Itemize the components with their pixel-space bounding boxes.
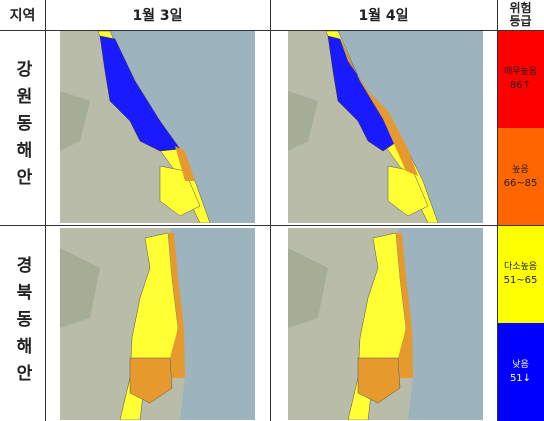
risk-range: 51↓: [509, 373, 532, 385]
divider: [497, 0, 498, 421]
map: [60, 31, 255, 223]
divider: [0, 225, 544, 226]
map: [288, 31, 483, 223]
header-region: 지역: [9, 8, 36, 24]
divider: [45, 0, 46, 421]
risk-level: 높음 66~85: [497, 127, 544, 226]
divider: [0, 30, 544, 31]
header-risk-line: 등급: [509, 14, 532, 28]
risk-level: 매우높음 86↑: [497, 30, 544, 128]
map: [288, 228, 483, 420]
risk-label: 낮음: [512, 360, 529, 371]
risk-range: 66~85: [503, 177, 538, 189]
risk-range: 86↑: [509, 79, 532, 91]
risk-label: 높음: [512, 164, 529, 175]
header-risk: 위험 등급: [497, 0, 544, 30]
header-risk-line: 위험: [509, 1, 532, 15]
map: [60, 228, 255, 420]
divider: [270, 0, 271, 421]
header-date: 1월 3일: [132, 8, 183, 24]
region-name: 경북동해안: [12, 255, 32, 391]
region-name: 강원동해안: [12, 60, 32, 195]
risk-range: 51~65: [503, 275, 538, 287]
header-date: 1월 4일: [358, 8, 409, 24]
risk-label: 다소높음: [503, 262, 538, 273]
risk-label: 매우높음: [503, 66, 538, 77]
risk-level: 낮음 51↓: [497, 323, 544, 421]
risk-level: 다소높음 51~65: [497, 225, 544, 324]
